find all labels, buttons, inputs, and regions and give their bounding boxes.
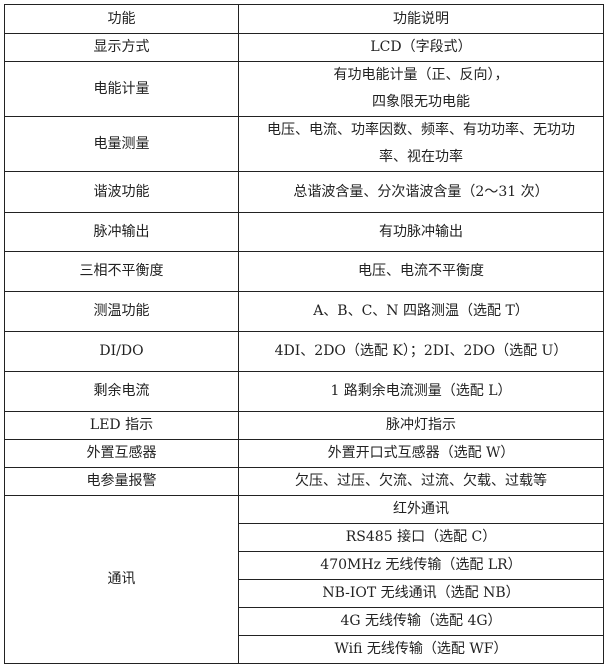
table-row: 电能计量 有功电能计量（正、反向）， 四象限无功电能 <box>4 61 604 117</box>
comm-row: 4G 无线传输（选配 4G） <box>5 607 604 636</box>
description-line: 有功脉冲输出 <box>379 223 463 240</box>
table-row: 外置互感器 外置开口式互感器（选配 W） <box>4 439 604 468</box>
table-row: 脉冲输出 有功脉冲输出 <box>4 212 604 252</box>
feature-cell: 三相不平衡度 <box>4 251 239 292</box>
table-row: 三相不平衡度 电压、电流不平衡度 <box>4 251 604 292</box>
comm-row: RS485 接口（选配 C） <box>5 523 604 552</box>
description-line: 脉冲灯指示 <box>386 417 456 433</box>
comm-feature-cell: 通讯 <box>4 495 239 664</box>
feature-cell: 剩余电流 <box>4 371 239 412</box>
description-line: 外置开口式互感器（选配 W） <box>327 445 515 461</box>
description-line: 有功电能计量（正、反向）， <box>333 67 509 83</box>
description-cell: 4DI、2DO（选配 K）；2DI、2DO（选配 U） <box>238 331 604 372</box>
comm-option-cell: 470MHz 无线传输（选配 LR） <box>238 551 604 580</box>
table-row: 显示方式 LCD（字段式） <box>4 33 604 62</box>
description-cell: 总谐波含量、分次谐波含量（2～31 次） <box>238 171 604 213</box>
description-cell: 电压、电流不平衡度 <box>238 251 604 292</box>
table-row: DI/DO 4DI、2DO（选配 K）；2DI、2DO（选配 U） <box>4 331 604 372</box>
feature-table: 功能 功能说明 显示方式 LCD（字段式） 电能计量 有功电能计量（正、反向）， 四象限… <box>4 4 604 664</box>
comm-option-cell: Wifi 无线传输（选配 WF） <box>238 635 604 664</box>
table-row: 电量测量 电压、电流、功率因数、频率、有功功率、无功功 率、视在功率 <box>4 116 604 172</box>
feature-cell: DI/DO <box>4 331 239 372</box>
description-line: LCD（字段式） <box>370 39 472 55</box>
description-line: A、B、C、N 四路测温（选配 T） <box>313 303 529 319</box>
feature-cell: LED 指示 <box>4 411 239 440</box>
description-cell: 有功电能计量（正、反向）， 四象限无功电能 <box>238 61 604 117</box>
comm-option-cell: RS485 接口（选配 C） <box>238 523 604 552</box>
table-header: 功能 功能说明 <box>4 4 604 34</box>
table-row: 测温功能 A、B、C、N 四路测温（选配 T） <box>4 291 604 332</box>
description-cell: 外置开口式互感器（选配 W） <box>238 439 604 468</box>
description-cell: 欠压、过压、欠流、过流、欠载、过载等 <box>238 467 604 496</box>
description-line: 电压、电流、功率因数、频率、有功功率、无功功 <box>267 122 575 138</box>
description-line: 电压、电流不平衡度 <box>358 263 484 279</box>
table-row: 谐波功能 总谐波含量、分次谐波含量（2～31 次） <box>4 171 604 213</box>
feature-cell: 测温功能 <box>4 291 239 332</box>
comm-option-cell: NB-IOT 无线通讯（选配 NB） <box>238 579 604 608</box>
feature-cell: 脉冲输出 <box>4 212 239 252</box>
description-cell: A、B、C、N 四路测温（选配 T） <box>238 291 604 332</box>
description-line: 4DI、2DO（选配 K）；2DI、2DO（选配 U） <box>274 343 568 359</box>
header-feature: 功能 <box>4 4 239 34</box>
table-row: 剩余电流 1 路剩余电流测量（选配 L） <box>4 371 604 412</box>
feature-cell: 显示方式 <box>4 33 239 62</box>
description-cell: LCD（字段式） <box>238 33 604 62</box>
comm-option-cell: 4G 无线传输（选配 4G） <box>238 607 604 636</box>
comm-row: Wifi 无线传输（选配 WF） <box>5 635 604 664</box>
comm-row: 通讯 红外通讯 <box>4 495 604 664</box>
comm-option-cell: 红外通讯 <box>238 495 604 524</box>
header-description: 功能说明 <box>238 4 604 34</box>
description-cell: 脉冲灯指示 <box>238 411 604 440</box>
table-row: LED 指示 脉冲灯指示 <box>4 411 604 440</box>
description-line: 率、视在功率 <box>379 149 463 165</box>
description-cell: 有功脉冲输出 <box>238 212 604 252</box>
description-cell: 1 路剩余电流测量（选配 L） <box>238 371 604 412</box>
feature-cell: 谐波功能 <box>4 171 239 213</box>
description-line: 四象限无功电能 <box>372 94 470 110</box>
feature-cell: 外置互感器 <box>4 439 239 468</box>
description-line: 1 路剩余电流测量（选配 L） <box>330 383 512 399</box>
comm-row: 470MHz 无线传输（选配 LR） <box>5 551 604 580</box>
description-cell: 电压、电流、功率因数、频率、有功功率、无功功 率、视在功率 <box>238 116 604 172</box>
feature-cell: 电参量报警 <box>4 467 239 496</box>
description-line: 总谐波含量、分次谐波含量（2～31 次） <box>293 183 549 200</box>
feature-cell: 电能计量 <box>4 61 239 117</box>
feature-cell: 电量测量 <box>4 116 239 172</box>
table-row: 电参量报警 欠压、过压、欠流、过流、欠载、过载等 <box>4 467 604 496</box>
description-line: 欠压、过压、欠流、过流、欠载、过载等 <box>295 473 547 489</box>
